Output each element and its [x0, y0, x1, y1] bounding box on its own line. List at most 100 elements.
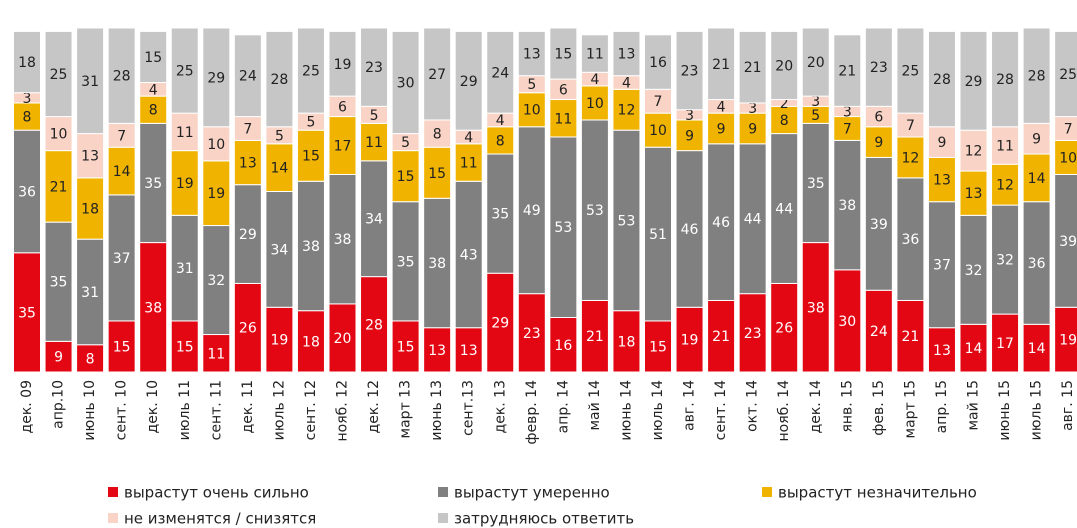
- legend-label: затрудняюсь ответить: [454, 510, 634, 528]
- data-label: 14: [1028, 171, 1046, 187]
- data-label: 15: [428, 166, 446, 182]
- data-label: 3: [23, 91, 32, 107]
- x-tick-label: май 15: [966, 380, 982, 431]
- bar-segment: [707, 112, 736, 145]
- legend-swatch: [438, 513, 448, 523]
- bar-segment: [170, 320, 199, 373]
- x-tick-label: апр.10: [51, 380, 67, 429]
- data-label: 13: [933, 173, 951, 189]
- legend-label: вырастут умеренно: [454, 484, 610, 502]
- bar-segment: [549, 27, 578, 80]
- data-label: 31: [176, 261, 194, 277]
- data-label: 8: [496, 133, 505, 149]
- data-label: 14: [270, 161, 288, 177]
- data-label: 20: [334, 331, 352, 347]
- data-label: 10: [649, 123, 667, 139]
- data-label: 24: [491, 65, 509, 81]
- data-label: 19: [176, 176, 194, 192]
- bar-segment: [580, 34, 609, 73]
- data-label: 5: [811, 108, 820, 124]
- bar-segment: [707, 143, 736, 301]
- bar-segment: [612, 30, 641, 77]
- data-label: 31: [81, 74, 99, 90]
- data-label: 16: [554, 338, 572, 354]
- data-label: 7: [1064, 121, 1073, 137]
- bar-segment: [139, 122, 168, 244]
- bar-segment: [44, 30, 73, 118]
- data-label: 46: [712, 215, 730, 231]
- data-label: 34: [270, 242, 288, 258]
- bar-segment: [864, 156, 893, 291]
- bar-segment: [707, 299, 736, 373]
- bar-segment: [738, 293, 767, 373]
- bar-segment: [13, 129, 41, 254]
- bar-segment: [1054, 30, 1077, 118]
- data-label: 19: [207, 186, 225, 202]
- data-label: 4: [149, 82, 158, 98]
- data-label: 21: [744, 60, 762, 76]
- x-tick-label: июнь 14: [618, 380, 634, 441]
- data-label: 5: [370, 108, 379, 124]
- legend-swatch: [762, 487, 772, 497]
- data-label: 5: [401, 135, 410, 151]
- bar-segment: [139, 95, 168, 124]
- data-label: 15: [649, 339, 667, 355]
- data-label: 7: [654, 94, 663, 110]
- bar-segment: [738, 143, 767, 295]
- bar-segment: [44, 150, 73, 223]
- bar-segment: [517, 30, 546, 77]
- bar-segment: [770, 30, 799, 101]
- data-label: 12: [996, 178, 1014, 194]
- data-label: 30: [838, 314, 856, 330]
- data-label: 21: [586, 329, 604, 345]
- bar-segment: [107, 320, 136, 373]
- data-label: 20: [807, 55, 825, 71]
- bar-segment: [76, 177, 105, 240]
- bar-segment: [896, 299, 925, 373]
- data-label: 19: [1059, 333, 1077, 349]
- data-label: 24: [239, 69, 257, 85]
- bar-segment: [107, 194, 136, 322]
- bar-segment: [202, 160, 231, 227]
- bar-segment: [139, 30, 168, 83]
- bar-segment: [675, 150, 704, 308]
- data-label: 38: [838, 198, 856, 214]
- data-label: 24: [870, 324, 888, 340]
- bar-segment: [770, 105, 799, 135]
- data-label: 28: [1028, 69, 1046, 85]
- data-label: 9: [717, 121, 726, 137]
- bar-segment: [328, 116, 357, 175]
- data-label: 44: [744, 212, 762, 228]
- x-tick-label: июль 11: [177, 380, 193, 440]
- data-label: 27: [428, 67, 446, 83]
- bar-segment: [233, 139, 262, 186]
- bar-segment: [44, 116, 73, 152]
- data-label: 3: [748, 101, 757, 117]
- bar-segment: [612, 129, 641, 312]
- bar-segment: [1022, 122, 1051, 155]
- bar-segment: [801, 27, 830, 97]
- data-label: 4: [590, 72, 599, 88]
- data-label: 18: [18, 55, 36, 71]
- data-label: 28: [365, 317, 383, 333]
- data-label: 38: [144, 300, 162, 316]
- x-tick-label: сент. 11: [208, 380, 224, 440]
- data-label: 18: [302, 334, 320, 350]
- bar-segment: [612, 310, 641, 373]
- bar-segment: [675, 306, 704, 373]
- bar-segment: [360, 27, 389, 107]
- data-label: 3: [811, 94, 820, 110]
- bar-segment: [44, 221, 73, 342]
- x-tick-label: июнь 13: [429, 380, 445, 441]
- data-label: 39: [870, 217, 888, 233]
- data-label: 11: [460, 156, 478, 172]
- data-label: 29: [965, 74, 983, 90]
- x-tick-label: сент. 12: [303, 380, 319, 440]
- data-label: 13: [460, 343, 478, 359]
- data-label: 25: [302, 64, 320, 80]
- data-label: 15: [397, 339, 415, 355]
- data-label: 25: [901, 64, 919, 80]
- x-tick-label: май 14: [587, 380, 603, 431]
- bar-segment: [770, 282, 799, 373]
